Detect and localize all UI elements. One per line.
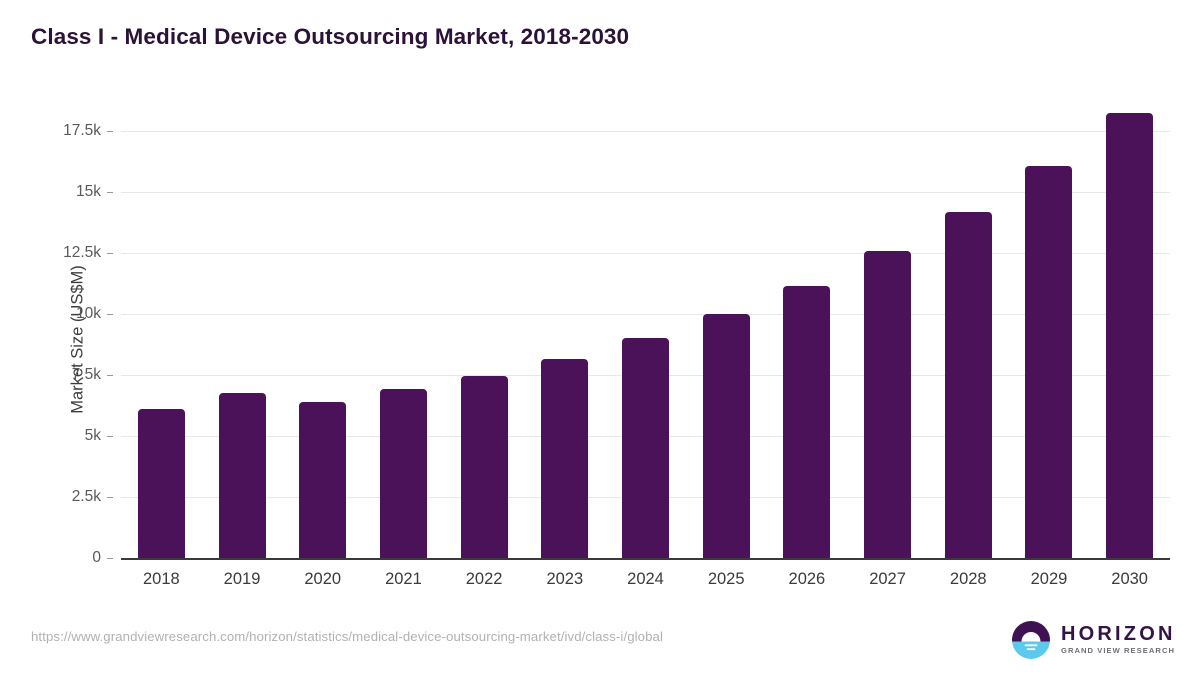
bar[interactable]: [1106, 113, 1154, 558]
x-tick-label: 2030: [1111, 570, 1148, 588]
x-tick-label: 2027: [869, 570, 906, 588]
gridline: [121, 313, 1170, 315]
y-tick-label: 2.5k: [71, 487, 101, 505]
x-tick-label: 2023: [546, 570, 584, 588]
y-tick-mark: [107, 252, 113, 254]
bar[interactable]: [379, 389, 427, 558]
y-tick-label: 5k: [84, 426, 101, 444]
y-tick-mark: [107, 558, 113, 559]
bar[interactable]: [1025, 165, 1073, 558]
y-tick-mark: [107, 130, 113, 132]
horizon-logo-wordmark: HORIZON: [1061, 623, 1176, 645]
x-tick-label: 2026: [788, 570, 826, 588]
y-tick-label: 0: [92, 549, 101, 566]
y-tick-mark: [107, 191, 113, 193]
x-tick-label: 2025: [707, 570, 745, 588]
y-tick-label: 10k: [76, 304, 101, 322]
bar[interactable]: [702, 313, 750, 558]
bar[interactable]: [218, 393, 266, 558]
x-tick-label: 2024: [627, 570, 664, 588]
y-tick-mark: [107, 313, 113, 315]
bar[interactable]: [944, 212, 992, 558]
x-axis-line: [121, 558, 1170, 560]
x-tick-label: 2022: [465, 570, 503, 588]
x-tick-label: 2019: [223, 570, 261, 588]
x-tick-label: 2028: [949, 570, 987, 588]
x-tick-label: 2021: [385, 570, 422, 588]
horizon-logo-text: HORIZON GRAND VIEW RESEARCH: [1061, 623, 1176, 656]
bar-series: [121, 100, 1170, 558]
x-tick-label: 2029: [1030, 570, 1068, 588]
x-tick-label: 2018: [142, 570, 180, 588]
gridline: [121, 191, 1170, 193]
y-tick-mark: [107, 374, 113, 376]
horizon-logo[interactable]: HORIZON GRAND VIEW RESEARCH: [1011, 618, 1174, 662]
x-tick-label: 2020: [304, 570, 342, 588]
bar[interactable]: [460, 376, 508, 558]
y-tick-mark: [107, 496, 113, 498]
bar[interactable]: [299, 401, 347, 558]
bar[interactable]: [541, 358, 589, 558]
page-title: Class I - Medical Device Outsourcing Mar…: [31, 24, 630, 49]
y-tick-label: 12.5k: [63, 243, 101, 261]
bar[interactable]: [864, 251, 912, 558]
horizon-logo-subtitle: GRAND VIEW RESEARCH: [1061, 646, 1176, 655]
y-tick-label: 7.5k: [71, 365, 101, 383]
bar[interactable]: [783, 285, 831, 558]
horizon-logo-icon: [1012, 621, 1050, 659]
bar[interactable]: [622, 338, 669, 558]
y-tick-label: 17.5k: [63, 121, 101, 139]
y-tick-mark: [107, 435, 113, 437]
source-url[interactable]: https://www.grandviewresearch.com/horizo…: [31, 629, 664, 644]
y-tick-label: 15k: [76, 182, 101, 200]
gridline: [121, 252, 1170, 254]
gridline: [121, 130, 1170, 132]
bar[interactable]: [137, 409, 185, 558]
